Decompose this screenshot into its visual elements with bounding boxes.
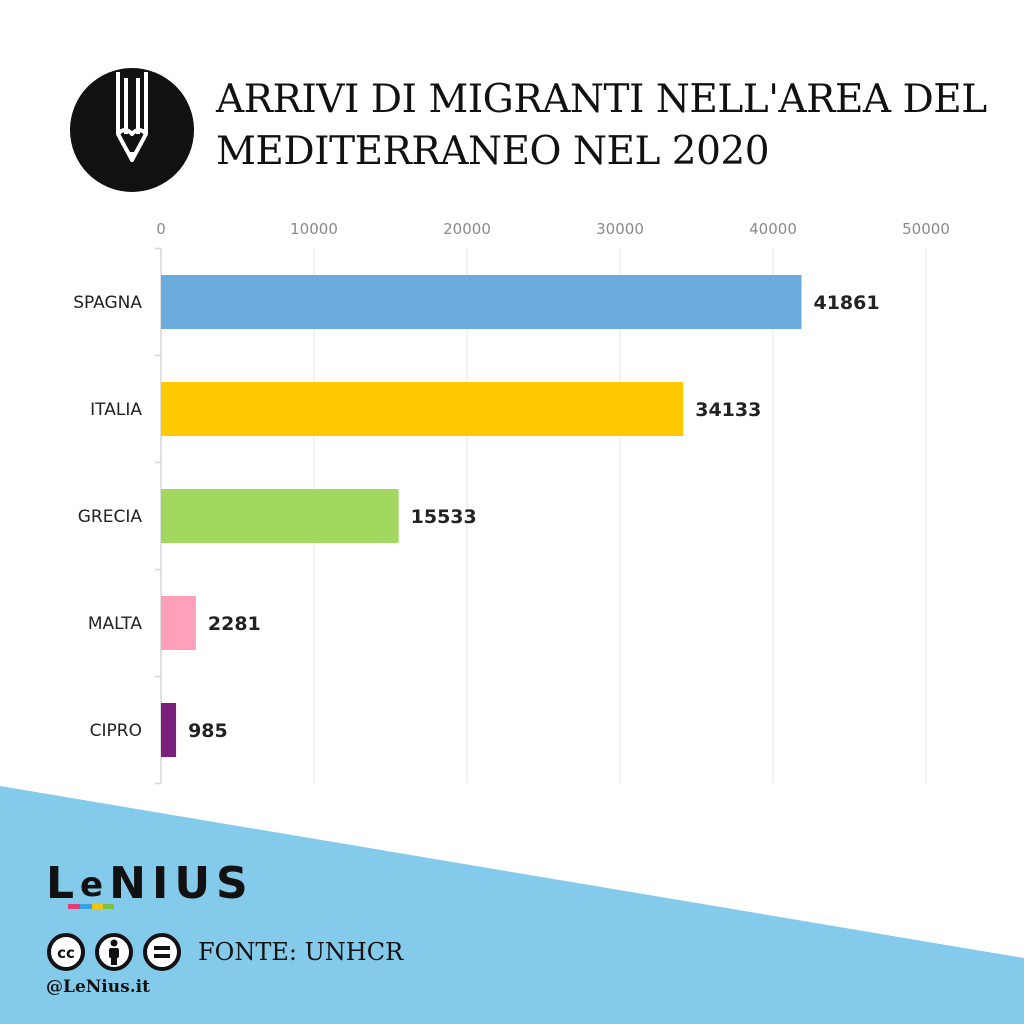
brand-letter: e [80,865,110,905]
bars-layer [161,275,802,757]
bar [161,489,399,543]
data-label: 2281 [208,613,261,635]
brand-letter: I [151,858,175,909]
x-tick-label: 40000 [749,220,797,238]
brand-letter: L [46,858,81,909]
category-label: GRECIA [78,507,143,527]
brand-logo: LeNIUS [46,858,254,909]
x-tick-label: 50000 [902,220,950,238]
by-icon [95,933,133,971]
wave-shape [0,786,1024,1024]
bar [161,382,684,436]
data-label: 985 [188,720,228,742]
brand-letter: S [216,858,254,909]
category-label: CIPRO [90,721,142,741]
brand-letter: N [109,858,152,909]
cc-icon: cc [47,933,85,971]
x-tick-label: 10000 [290,220,338,238]
pencil-icon [70,68,194,192]
category-label: SPAGNA [73,293,142,313]
x-tick-label: 20000 [443,220,491,238]
nd-icon [143,933,181,971]
source-text: FONTE: UNHCR [198,938,404,966]
title-line-2: MEDITERRANEO NEL 2020 [216,129,770,174]
page-title: ARRIVI DI MIGRANTI NELL'AREA DEL MEDITER… [216,74,996,178]
labels-layer: 0 10000 20000 30000 40000 50000 SPAGNA 41861 ITA… [73,220,950,742]
bar [161,596,196,650]
data-label: 41861 [813,292,879,314]
svg-text:cc: cc [57,944,75,962]
social-handle: @LeNius.it [46,977,150,997]
bar [161,703,177,757]
data-label: 34133 [695,399,761,421]
category-label: MALTA [88,614,142,634]
x-tick-label: 30000 [596,220,644,238]
brand-underline [68,904,114,909]
x-tick-label: 0 [156,220,166,238]
category-label: ITALIA [90,400,142,420]
bar [161,275,802,329]
brand-letter: U [174,858,217,909]
title-line-1: ARRIVI DI MIGRANTI NELL'AREA DEL [216,77,987,122]
data-label: 15533 [411,506,477,528]
